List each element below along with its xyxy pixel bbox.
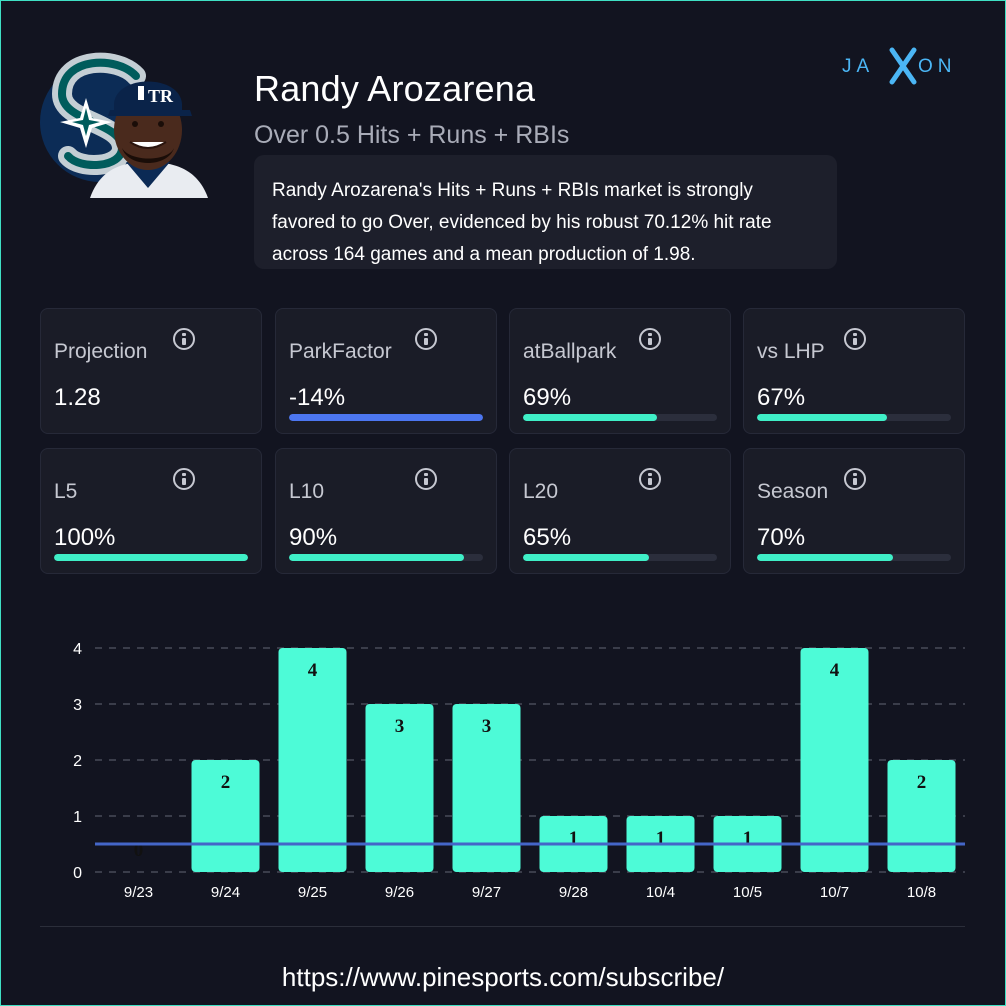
data-label: 0 (134, 840, 144, 861)
stat-progress-bar (54, 554, 248, 561)
x-tick-label: 9/23 (124, 884, 153, 901)
x-tick-label: 9/26 (385, 884, 414, 901)
stat-label: Season (757, 480, 829, 503)
bar (278, 648, 347, 872)
stat-progress-fill (289, 414, 483, 421)
info-icon[interactable] (639, 328, 661, 350)
cap-logo: TR (148, 86, 174, 106)
stat-progress-fill (757, 414, 887, 421)
data-label: 3 (395, 716, 405, 737)
stat-progress-fill (523, 554, 650, 561)
bar (800, 648, 869, 872)
y-tick-label: 4 (73, 641, 82, 658)
stat-progress-fill (523, 414, 657, 421)
stat-card-projection: Projection 1.28 (40, 308, 262, 434)
stat-progress-bar (523, 414, 717, 421)
footer-url[interactable]: https://www.pinesports.com/subscribe/ (281, 962, 725, 992)
player-headshot: TR (40, 38, 220, 218)
x-tick-label: 10/4 (646, 884, 675, 901)
x-tick-label: 9/28 (559, 884, 588, 901)
x-tick-label: 9/25 (298, 884, 327, 901)
brand-right: ON (918, 56, 957, 77)
stat-card-vs-lhp: vs LHP 67% (743, 308, 965, 434)
x-tick-label: 10/5 (733, 884, 762, 901)
stat-value: 90% (289, 524, 338, 551)
data-label: 4 (830, 660, 840, 681)
data-label: 2 (221, 772, 231, 793)
stat-value: 69% (523, 384, 572, 411)
stat-progress-bar (523, 554, 717, 561)
stat-card-l5: L5 100% (40, 448, 262, 574)
brand-left: JA (842, 56, 874, 77)
stat-card-l20: L20 65% (509, 448, 731, 574)
info-icon[interactable] (415, 468, 437, 490)
info-icon[interactable] (844, 328, 866, 350)
divider (40, 926, 965, 927)
stat-label: Projection (54, 340, 148, 363)
summary-box: Randy Arozarena's Hits + Runs + RBIs mar… (254, 155, 837, 269)
stat-progress-fill (289, 554, 464, 561)
brand-x-icon (889, 47, 917, 85)
data-label: 1 (743, 828, 753, 849)
x-tick-label: 9/24 (211, 884, 240, 901)
stat-progress-bar (757, 414, 951, 421)
stat-value: 1.28 (54, 384, 101, 411)
stat-card-parkfactor: ParkFactor -14% (275, 308, 497, 434)
hits-runs-rbis-chart: 0 1 2 3 4 0 9/23 2 9/24 4 9/25 3 9/26 3 9/27 1 9/28 1 10/4… (73, 641, 965, 901)
stat-value: 67% (757, 384, 806, 411)
stat-card-l10: L10 90% (275, 448, 497, 574)
data-label: 1 (569, 828, 579, 849)
stat-value: 65% (523, 524, 572, 551)
data-label: 3 (482, 716, 492, 737)
stat-progress-bar (289, 554, 483, 561)
x-tick-label: 9/27 (472, 884, 501, 901)
stat-label: vs LHP (757, 340, 825, 363)
stat-label: L5 (54, 480, 78, 503)
stat-progress-fill (54, 554, 248, 561)
y-tick-label: 3 (73, 697, 82, 714)
summary-text: Randy Arozarena's Hits + Runs + RBIs mar… (272, 180, 772, 265)
brand-logo[interactable]: JA ON (840, 44, 965, 88)
stat-progress-bar (757, 554, 951, 561)
stat-progress-bar (289, 414, 483, 421)
stat-label: L20 (523, 480, 559, 503)
stat-value: 70% (757, 524, 806, 551)
y-tick-label: 2 (73, 753, 82, 770)
info-icon[interactable] (639, 468, 661, 490)
stat-value: -14% (289, 384, 346, 411)
bar (452, 704, 521, 872)
stat-label: L10 (289, 480, 325, 503)
bar (365, 704, 434, 872)
data-label: 1 (656, 828, 666, 849)
info-icon[interactable] (844, 468, 866, 490)
info-icon[interactable] (173, 328, 195, 350)
player-photo: TR (90, 81, 208, 198)
y-tick-label: 1 (73, 809, 82, 826)
stat-progress-fill (757, 554, 893, 561)
y-tick-label: 0 (73, 865, 82, 882)
data-label: 2 (917, 772, 927, 793)
player-name: Randy Arozarena (254, 68, 536, 109)
x-tick-label: 10/7 (820, 884, 849, 901)
info-icon[interactable] (173, 468, 195, 490)
stat-label: atBallpark (523, 340, 617, 363)
x-tick-label: 10/8 (907, 884, 936, 901)
stat-card-season: Season 70% (743, 448, 965, 574)
stat-label: ParkFactor (289, 340, 392, 363)
data-label: 4 (308, 660, 318, 681)
market-title: Over 0.5 Hits + Runs + RBIs (254, 121, 570, 149)
info-icon[interactable] (415, 328, 437, 350)
stat-value: 100% (54, 524, 116, 551)
stat-card-atballpark: atBallpark 69% (509, 308, 731, 434)
